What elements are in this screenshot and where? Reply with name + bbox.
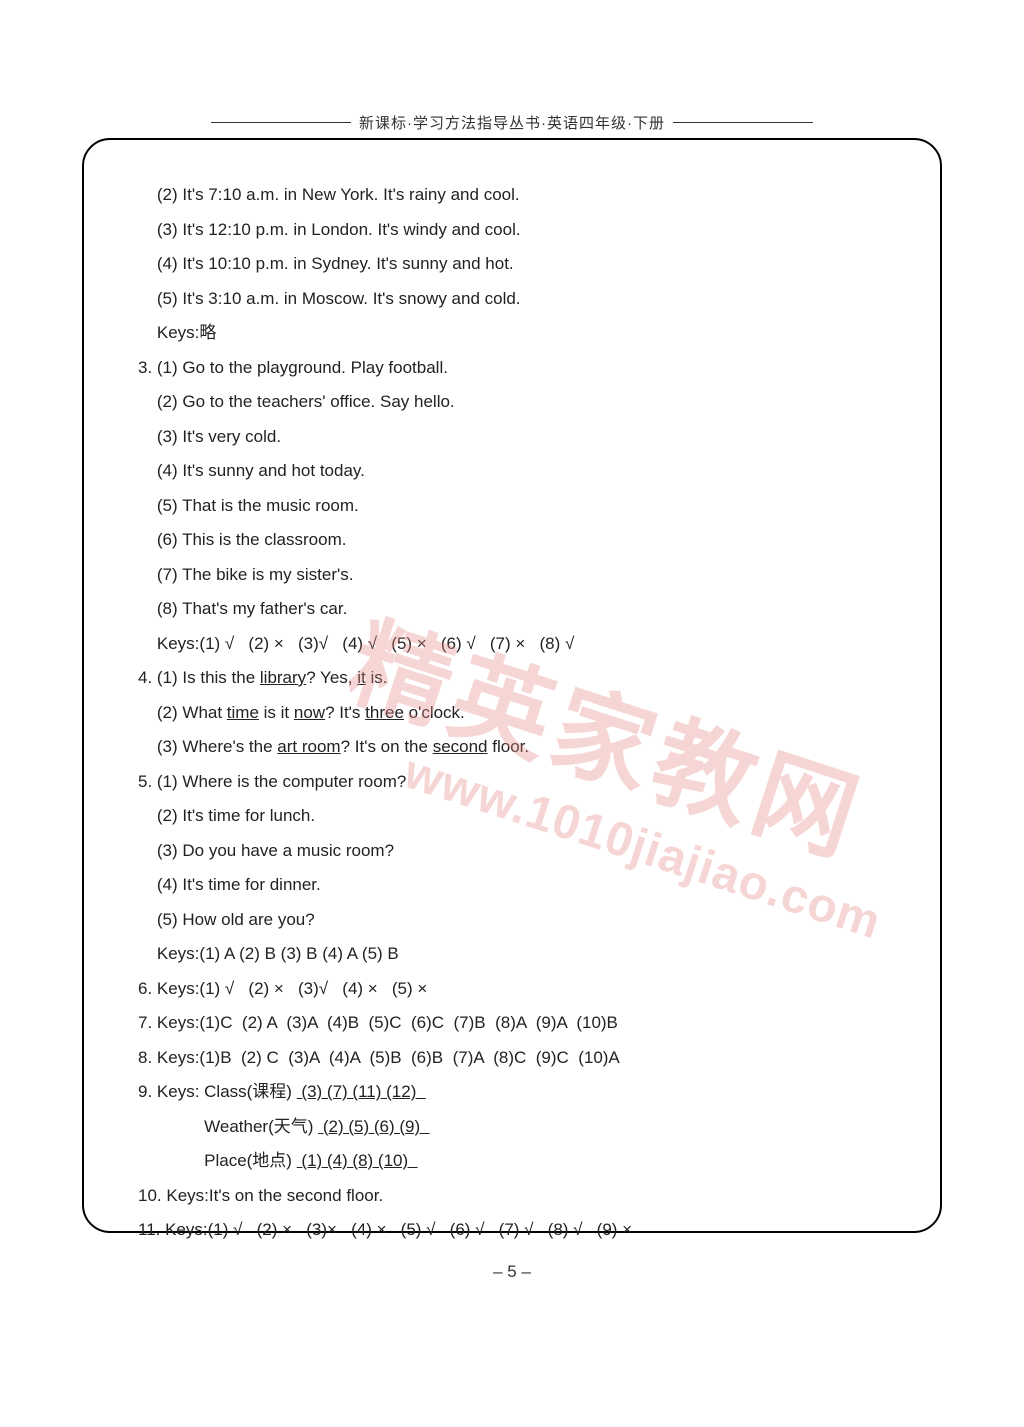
content-frame: 精英家教网 www.1010jiajiao.com (2) It's 7:10 … [82, 138, 942, 1233]
header-rule-left [211, 122, 351, 123]
text-line: (4) It's time for dinner. [138, 868, 910, 903]
text-line: (3) It's very cold. [138, 420, 910, 455]
text-line-q4-1: 4. (1) Is this the library? Yes, it is. [138, 661, 910, 696]
text-line: (2) It's time for lunch. [138, 799, 910, 834]
text-line: 11. Keys:(1) √ (2) × (3)× (4) × (5) √ (6… [138, 1213, 910, 1248]
text-line: (4) It's sunny and hot today. [138, 454, 910, 489]
text-line: (4) It's 10:10 p.m. in Sydney. It's sunn… [138, 247, 910, 282]
text-line: 7. Keys:(1)C (2) A (3)A (4)B (5)C (6)C (… [138, 1006, 910, 1041]
page-header: 新课标·学习方法指导丛书·英语四年级·下册 [0, 0, 1024, 133]
header-rule-right [673, 122, 813, 123]
text-line: (2) It's 7:10 a.m. in New York. It's rai… [138, 178, 910, 213]
page-number: – 5 – [0, 1262, 1024, 1282]
text-line-q9-3: Place(地点) (1) (4) (8) (10) [138, 1144, 910, 1179]
text-line-q4-2: (2) What time is it now? It's three o'cl… [138, 696, 910, 731]
text-line: 6. Keys:(1) √ (2) × (3)√ (4) × (5) × [138, 972, 910, 1007]
text-line: Keys:(1) √ (2) × (3)√ (4) √ (5) × (6) √ … [138, 627, 910, 662]
text-line: (5) How old are you? [138, 903, 910, 938]
text-line: (5) It's 3:10 a.m. in Moscow. It's snowy… [138, 282, 910, 317]
text-line: (5) That is the music room. [138, 489, 910, 524]
text-line: (7) The bike is my sister's. [138, 558, 910, 593]
text-line-q9-2: Weather(天气) (2) (5) (6) (9) [138, 1110, 910, 1145]
text-line-q4-3: (3) Where's the art room? It's on the se… [138, 730, 910, 765]
text-line: Keys:(1) A (2) B (3) B (4) A (5) B [138, 937, 910, 972]
text-line-q9-1: 9. Keys: Class(课程) (3) (7) (11) (12) [138, 1075, 910, 1110]
text-line: (2) Go to the teachers' office. Say hell… [138, 385, 910, 420]
text-line: (3) Do you have a music room? [138, 834, 910, 869]
text-line: 8. Keys:(1)B (2) C (3)A (4)A (5)B (6)B (… [138, 1041, 910, 1076]
text-line: (3) It's 12:10 p.m. in London. It's wind… [138, 213, 910, 248]
text-line: Keys:略 [138, 316, 910, 351]
text-line: 10. Keys:It's on the second floor. [138, 1179, 910, 1214]
text-line: 5. (1) Where is the computer room? [138, 765, 910, 800]
text-line: 3. (1) Go to the playground. Play footba… [138, 351, 910, 386]
text-line: (6) This is the classroom. [138, 523, 910, 558]
text-line: (8) That's my father's car. [138, 592, 910, 627]
header-title-text: 新课标·学习方法指导丛书·英语四年级·下册 [359, 112, 665, 133]
